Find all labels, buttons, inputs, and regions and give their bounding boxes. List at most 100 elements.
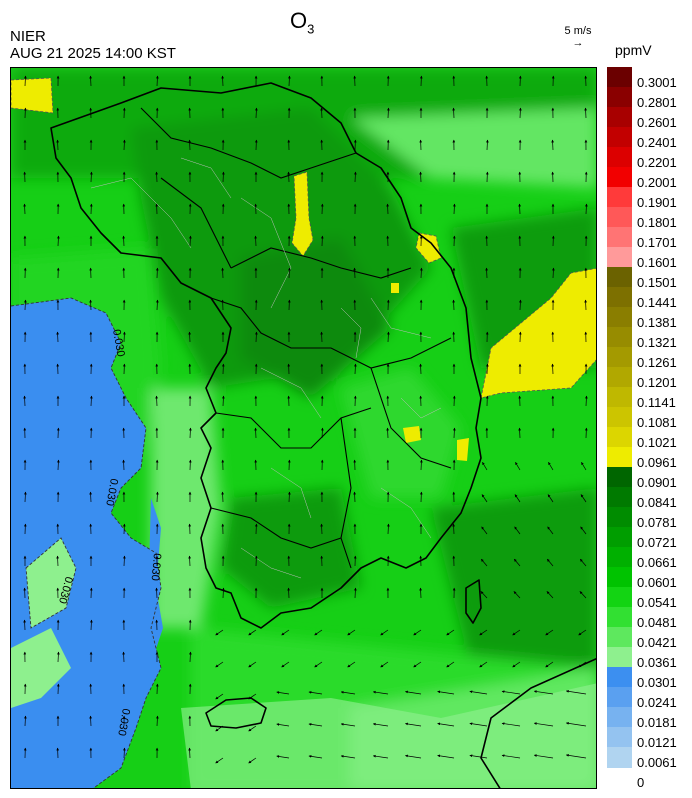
wind-arrow xyxy=(545,661,554,668)
legend-label: 0.0541 xyxy=(637,595,677,610)
wind-arrow xyxy=(320,523,324,535)
legend-swatch xyxy=(607,167,632,188)
wind-arrow xyxy=(188,139,192,151)
wind-arrow xyxy=(565,721,587,727)
wind-vectors xyxy=(23,75,588,764)
wind-arrow xyxy=(254,427,258,439)
unit-label: ppmV xyxy=(615,42,652,58)
contour-labels: 0.030 0.030 0.030 0.030 0.030 xyxy=(56,328,163,736)
wind-arrow xyxy=(419,171,423,183)
high-ozone-patch xyxy=(391,283,399,293)
wind-arrow xyxy=(221,75,225,87)
legend-swatch xyxy=(607,387,632,408)
legend-label: 0.1321 xyxy=(637,335,677,350)
wind-arrow xyxy=(372,690,389,695)
wind-arrow xyxy=(276,723,290,727)
legend-label: 0.2801 xyxy=(637,95,677,110)
legend-swatch xyxy=(607,127,632,148)
wind-arrow xyxy=(56,331,60,343)
wind-arrow xyxy=(479,629,488,636)
contour-label: 0.030 xyxy=(149,553,163,581)
wind-arrow xyxy=(353,267,357,279)
wind-arrow xyxy=(155,75,159,87)
wind-arrow xyxy=(565,689,587,695)
legend-label: 0.3001 xyxy=(637,75,677,90)
wind-reference-label: 5 m/s xyxy=(564,25,592,37)
legend-label: 0.2001 xyxy=(637,175,677,190)
wind-arrow xyxy=(155,171,159,183)
wind-arrow xyxy=(581,461,587,471)
legend-swatch xyxy=(607,487,632,508)
legend-swatch xyxy=(607,567,632,588)
wind-arrow xyxy=(122,747,126,759)
wind-arrow xyxy=(353,587,357,599)
wind-arrow xyxy=(452,523,456,535)
concentration-field xyxy=(11,68,596,788)
wind-arrow xyxy=(578,629,587,636)
high-ozone-patch xyxy=(403,426,421,443)
wind-arrow xyxy=(547,526,554,535)
wind-arrow xyxy=(89,299,93,311)
wind-arrow xyxy=(89,171,93,183)
wind-arrow xyxy=(353,171,357,183)
wind-arrow xyxy=(215,629,224,636)
forecast-datetime: AUG 21 2025 14:00 KST xyxy=(10,45,176,62)
wind-arrow xyxy=(155,395,159,407)
wind-arrow xyxy=(254,107,258,119)
low-ozone-region xyxy=(143,498,163,658)
wind-arrow xyxy=(23,395,27,407)
wind-arrow xyxy=(56,555,60,567)
wind-arrow xyxy=(281,629,290,636)
wind-arrow xyxy=(547,494,554,503)
legend-label: 0.0601 xyxy=(637,575,677,590)
wind-arrow xyxy=(584,299,588,311)
wind-arrow xyxy=(380,629,389,636)
wind-arrow xyxy=(221,587,225,599)
wind-arrow xyxy=(56,235,60,247)
wind-arrow xyxy=(485,363,489,375)
wind-arrow xyxy=(320,107,324,119)
wind-arrow xyxy=(23,491,27,503)
legend-swatch xyxy=(607,327,632,348)
color-legend: 0.3001 0.2801 0.2601 0.2401 0.2201 0.2001 0.19… xyxy=(607,67,677,790)
wind-arrow xyxy=(320,331,324,343)
legend-swatch xyxy=(607,107,632,128)
wind-reference: 5 m/s → xyxy=(560,25,596,49)
legend-swatch xyxy=(607,247,632,268)
wind-arrow xyxy=(215,693,224,700)
wind-arrow xyxy=(480,591,488,599)
legend-swatch xyxy=(607,747,632,768)
wind-arrow xyxy=(308,722,323,727)
legend-label: 0.1081 xyxy=(637,415,677,430)
wind-arrow xyxy=(518,203,522,215)
wind-arrow xyxy=(372,754,389,759)
wind-arrow xyxy=(340,754,356,759)
wind-arrow xyxy=(480,558,488,567)
wind-arrow xyxy=(546,558,554,567)
legend-label: 0.1901 xyxy=(637,195,677,210)
wind-arrow xyxy=(287,267,291,279)
wind-arrow xyxy=(248,661,257,668)
wind-arrow xyxy=(155,491,159,503)
wind-arrow xyxy=(122,651,126,663)
wind-arrow xyxy=(221,395,225,407)
ozone-map: 0.030 0.030 0.030 0.030 0.030 xyxy=(10,67,597,789)
wind-arrow xyxy=(419,363,423,375)
wind-arrow xyxy=(584,203,588,215)
wind-arrow xyxy=(485,139,489,151)
legend-label: 0.0241 xyxy=(637,695,677,710)
legend-swatch xyxy=(607,707,632,728)
wind-arrow xyxy=(551,267,555,279)
wind-arrow xyxy=(23,75,27,87)
district-boundaries xyxy=(90,157,442,579)
wind-arrow xyxy=(188,747,192,759)
wind-arrow xyxy=(380,661,389,668)
wind-arrow xyxy=(452,427,456,439)
wind-arrow xyxy=(23,715,27,727)
wind-arrow xyxy=(188,427,192,439)
legend-label: 0.1701 xyxy=(637,235,677,250)
organization-label: NIER xyxy=(10,28,46,45)
wind-arrow xyxy=(452,203,456,215)
wind-arrow xyxy=(419,587,423,599)
wind-arrow xyxy=(514,526,521,535)
